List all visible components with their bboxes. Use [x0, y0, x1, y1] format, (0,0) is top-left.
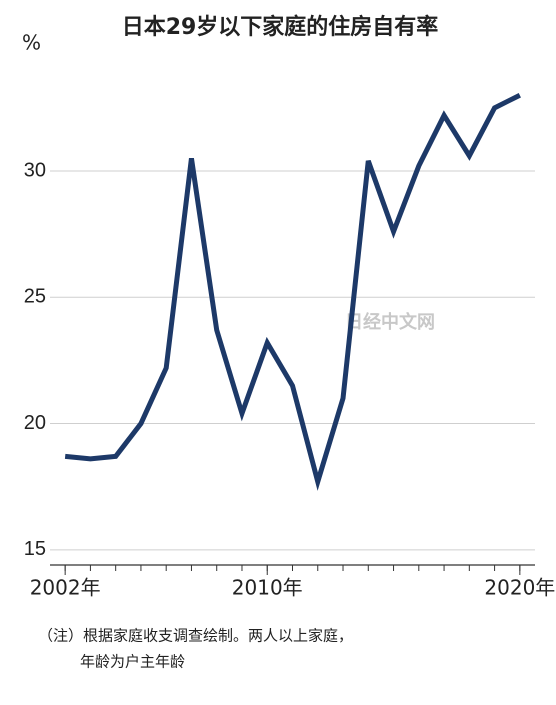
y-tick-label: 25: [24, 286, 46, 308]
data-line: [64, 92, 521, 491]
y-tick-label: 30: [24, 159, 46, 181]
x-tick-label: 2020年: [484, 576, 555, 600]
note-line: （注）根据家庭收支调查绘制。两人以上家庭，: [38, 627, 353, 645]
y-tick-label: 20: [24, 412, 46, 434]
x-tick-label: 2010年: [232, 576, 303, 600]
chart-title: 日本29岁以下家庭的住房自有率: [122, 14, 439, 40]
y-axis-label: %: [22, 31, 41, 55]
note-line: 年龄为户主年龄: [80, 653, 185, 671]
watermark: 日经中文网: [345, 311, 435, 333]
x-tick-label: 2002年: [30, 576, 101, 600]
y-tick-label: 15: [24, 538, 46, 560]
